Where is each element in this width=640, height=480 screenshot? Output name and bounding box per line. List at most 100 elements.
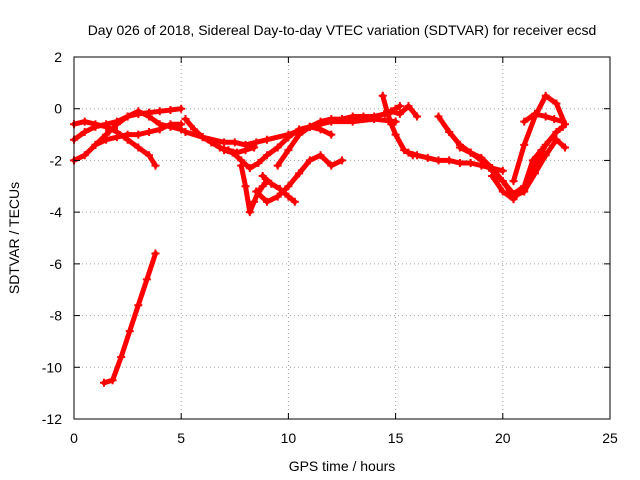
data-point xyxy=(316,151,325,160)
data-point xyxy=(552,135,561,144)
data-point xyxy=(262,135,271,144)
data-point xyxy=(273,192,282,201)
data-point xyxy=(455,143,464,152)
data-point xyxy=(445,127,454,136)
data-point xyxy=(370,112,379,121)
data-point xyxy=(498,166,507,175)
series-line-track-20 xyxy=(521,111,566,125)
data-point xyxy=(434,156,443,165)
data-point xyxy=(100,378,109,387)
data-point xyxy=(391,130,400,139)
data-point xyxy=(295,169,304,178)
data-point xyxy=(181,115,190,124)
data-point xyxy=(284,133,293,142)
data-point xyxy=(387,107,396,116)
data-point xyxy=(520,117,529,126)
data-point xyxy=(400,146,409,155)
data-point xyxy=(112,120,121,129)
data-point xyxy=(455,159,464,168)
data-point xyxy=(550,115,559,124)
data-point xyxy=(541,91,550,100)
data-point xyxy=(228,148,237,157)
series-line-track-17 xyxy=(457,137,568,200)
data-point xyxy=(275,184,284,193)
data-point xyxy=(552,127,561,136)
data-point xyxy=(558,117,567,126)
data-point xyxy=(155,125,164,134)
data-point xyxy=(245,164,254,173)
data-point xyxy=(395,109,404,118)
data-point xyxy=(378,91,387,100)
data-point xyxy=(509,195,518,204)
data-point xyxy=(237,161,246,170)
axis-ticks: 0 5 10 15 20 25 -12 -10 -8 -6 -4 -2 0 2 xyxy=(42,49,618,446)
data-point xyxy=(404,148,413,157)
x-tick-label: 20 xyxy=(495,430,511,446)
data-point xyxy=(520,182,529,191)
chart-title: Day 026 of 2018, Sidereal Day-to-day VTE… xyxy=(88,22,597,38)
y-axis-label: SDTVAR / TECUs xyxy=(6,182,22,294)
data-point xyxy=(145,151,154,160)
data-point xyxy=(359,112,368,121)
data-point xyxy=(80,127,89,136)
data-point xyxy=(151,249,160,258)
data-point xyxy=(91,140,100,149)
data-point xyxy=(215,143,224,152)
data-point xyxy=(80,117,89,126)
data-series xyxy=(70,91,569,387)
data-point xyxy=(273,143,282,152)
series-line-track-5 xyxy=(101,251,158,386)
data-point xyxy=(134,130,143,139)
data-point xyxy=(262,151,271,160)
data-point xyxy=(181,127,190,136)
data-point xyxy=(528,156,537,165)
data-point xyxy=(541,112,550,121)
data-point xyxy=(477,153,486,162)
data-point xyxy=(295,130,304,139)
data-point xyxy=(102,122,111,131)
data-point xyxy=(241,140,250,149)
data-point xyxy=(125,327,134,336)
data-point xyxy=(327,161,336,170)
y-tick-label: -8 xyxy=(50,308,63,324)
data-point xyxy=(123,130,132,139)
data-point xyxy=(284,182,293,191)
data-point xyxy=(552,99,561,108)
series-line-track-12 xyxy=(275,103,403,169)
data-point xyxy=(284,192,293,201)
data-point xyxy=(117,352,126,361)
series-line-track-18 xyxy=(489,147,544,202)
data-point xyxy=(123,112,132,121)
data-point xyxy=(520,140,529,149)
data-point xyxy=(316,125,325,134)
data-point xyxy=(151,161,160,170)
data-point xyxy=(338,156,346,165)
data-point xyxy=(327,130,336,139)
data-point xyxy=(241,182,250,191)
data-point xyxy=(466,159,475,168)
data-point xyxy=(290,197,299,206)
data-point xyxy=(488,171,497,180)
data-point xyxy=(348,112,357,121)
data-point xyxy=(395,102,404,111)
data-point xyxy=(258,171,267,180)
data-point xyxy=(488,164,497,173)
data-point xyxy=(338,115,346,124)
data-point xyxy=(134,143,143,152)
series-line-track-14 xyxy=(388,103,420,119)
data-point xyxy=(220,138,229,147)
data-point xyxy=(273,161,282,170)
series-line-track-3 xyxy=(71,119,158,169)
data-point xyxy=(166,120,175,129)
data-point xyxy=(413,151,422,160)
data-point xyxy=(509,177,518,186)
data-point xyxy=(252,187,261,196)
data-point xyxy=(434,112,443,121)
data-point xyxy=(262,197,271,206)
data-point xyxy=(142,275,151,284)
data-point xyxy=(220,146,229,155)
y-tick-label: 2 xyxy=(54,49,62,65)
y-tick-label: -10 xyxy=(42,359,62,375)
data-point xyxy=(258,182,267,191)
